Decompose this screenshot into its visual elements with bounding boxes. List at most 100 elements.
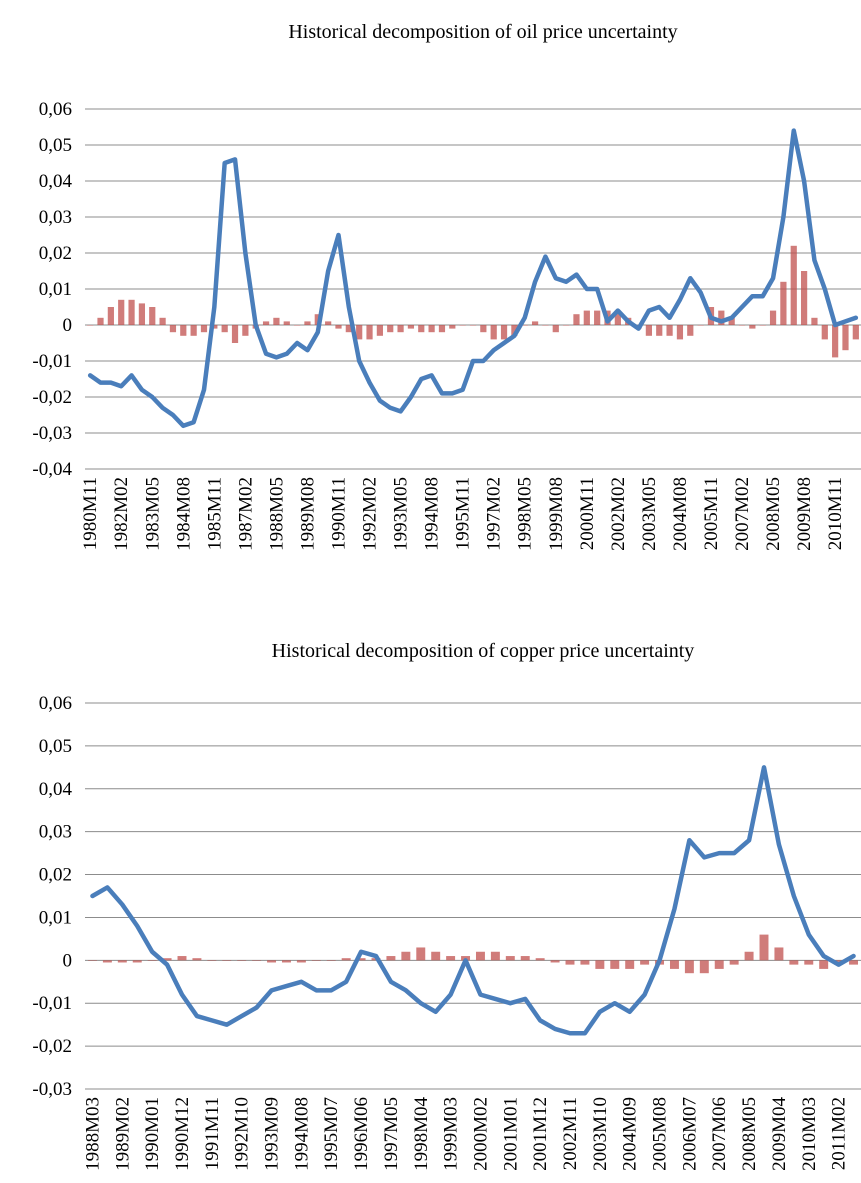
bar: [252, 960, 262, 961]
x-tick-label: 1992M02: [360, 477, 381, 551]
x-tick-label: 1993M05: [391, 477, 412, 551]
bar: [774, 947, 784, 961]
bar: [281, 960, 291, 963]
bar: [387, 325, 394, 333]
x-tick-label: 1995M07: [321, 1097, 342, 1171]
bar: [262, 321, 270, 325]
bar: [449, 325, 456, 329]
x-tick-label: 2002M02: [608, 477, 629, 551]
bar: [640, 960, 650, 965]
bar: [718, 310, 725, 325]
bar: [699, 960, 709, 974]
bar: [842, 325, 849, 351]
x-tick-label: 2003M05: [639, 477, 660, 551]
bar: [242, 325, 249, 336]
bar: [821, 325, 828, 340]
chart: Historical decomposition of copper price…: [32, 640, 861, 1171]
bar: [294, 325, 301, 326]
bar: [147, 960, 157, 961]
bar: [849, 960, 859, 965]
bar: [118, 299, 125, 325]
x-tick-label: 1980M11: [80, 477, 101, 550]
chart-title: Historical decomposition of oil price un…: [288, 21, 677, 43]
bar: [87, 325, 94, 326]
x-tick-label: 2005M11: [701, 477, 722, 550]
y-tick-label: -0,02: [32, 387, 72, 408]
bar: [749, 325, 756, 329]
x-tick-label: 2004M09: [620, 1097, 641, 1171]
bar: [819, 960, 829, 969]
x-tick-label: 1995M11: [453, 477, 474, 550]
x-tick-label: 1998M05: [515, 477, 536, 551]
bar: [769, 310, 777, 325]
x-tick-label: 1997M02: [484, 477, 505, 551]
x-tick-label: 2004M08: [670, 477, 691, 551]
x-tick-label: 1988M03: [82, 1097, 103, 1171]
y-tick-label: -0,03: [32, 423, 72, 444]
bar: [645, 325, 652, 336]
bar: [416, 947, 426, 961]
x-tick-label: 2006M07: [679, 1097, 700, 1171]
bar: [138, 303, 146, 325]
bar: [376, 325, 383, 336]
bar: [192, 958, 202, 961]
bar: [97, 317, 104, 325]
bar: [117, 960, 127, 963]
bar: [520, 956, 530, 961]
x-tick-label: 2001M12: [530, 1097, 551, 1171]
y-tick-label: 0,03: [39, 207, 72, 228]
x-tick-label: 1985M11: [204, 477, 225, 550]
bar: [428, 325, 435, 333]
bar: [407, 325, 415, 329]
y-tick-label: -0,03: [32, 1079, 72, 1100]
bar: [446, 956, 456, 961]
bar: [304, 321, 311, 325]
y-tick-label: 0,05: [39, 736, 72, 757]
bar: [438, 325, 446, 333]
bar: [595, 960, 605, 969]
bar: [804, 960, 814, 965]
bar: [107, 307, 114, 325]
x-tick-label: 2001M01: [500, 1097, 521, 1171]
bar: [356, 325, 363, 340]
bar: [573, 314, 580, 325]
y-tick-label: -0,04: [32, 459, 72, 480]
bar: [500, 325, 508, 340]
x-tick-label: 2007M02: [732, 477, 753, 551]
bar: [169, 325, 177, 333]
x-tick-label: 1994M08: [422, 477, 443, 551]
bar: [714, 960, 724, 969]
bar: [656, 325, 663, 336]
y-tick-label: -0,02: [32, 1036, 72, 1057]
bar: [401, 951, 411, 961]
bar: [535, 958, 545, 961]
bar: [102, 960, 112, 963]
x-tick-label: 1997M05: [381, 1097, 402, 1171]
bar: [418, 325, 425, 333]
bar: [759, 934, 769, 961]
x-tick-label: 1989M08: [297, 477, 318, 551]
bar: [852, 325, 859, 340]
x-tick-label: 1983M05: [142, 477, 163, 551]
bar: [800, 271, 808, 325]
bar: [431, 951, 441, 961]
x-tick-label: 1994M08: [291, 1097, 312, 1171]
bar: [237, 960, 247, 961]
y-tick-label: 0,03: [39, 822, 72, 843]
x-tick-label: 1993M09: [262, 1097, 283, 1171]
x-tick-label: 2011M02: [829, 1097, 850, 1170]
x-tick-label: 2009M04: [769, 1097, 790, 1171]
x-tick-label: 1990M11: [328, 477, 349, 550]
bar: [542, 325, 549, 326]
bar: [811, 317, 818, 325]
bar: [341, 958, 351, 961]
bar: [335, 325, 342, 329]
bar: [729, 960, 739, 965]
y-tick-label: 0,02: [39, 865, 72, 886]
x-tick-label: 1991M11: [202, 1097, 223, 1170]
x-tick-label: 1996M06: [351, 1097, 372, 1171]
line: [87, 128, 859, 429]
x-tick-label: 1999M08: [546, 477, 567, 551]
bar: [552, 325, 559, 333]
bar: [614, 310, 621, 325]
